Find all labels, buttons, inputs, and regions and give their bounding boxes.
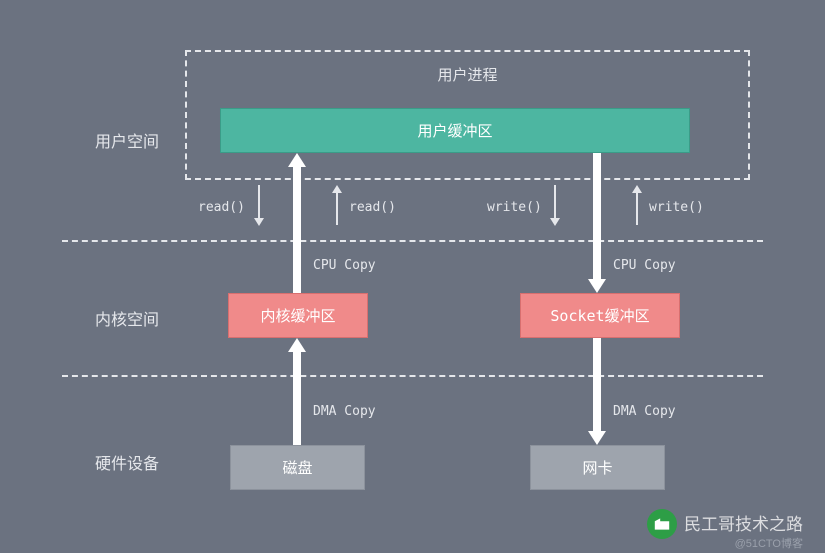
arrow-user-socket-head [588,279,606,293]
user-buffer-label: 用户缓冲区 [417,120,492,141]
region-label-hardware: 硬件设备 [95,450,159,474]
syscall-write-down-label: write() [487,200,542,215]
arrow-disk-kernel-shaft [293,350,301,445]
socket-buffer-box: Socket缓冲区 [520,293,680,338]
syscall-read-up-label: read() [349,200,396,215]
arrow-user-socket-label: CPU Copy [613,258,676,273]
watermark-subtext: @51CTO博客 [735,535,803,551]
io-copy-diagram: 用户空间 内核空间 硬件设备 用户进程 用户缓冲区 内核缓冲区 Socket缓冲… [0,0,825,553]
syscall-write-down-head [550,218,560,226]
syscall-read-up-shaft [336,192,338,225]
watermark-text: 民工哥技术之路 [684,510,803,535]
syscall-read-down-shaft [258,185,260,218]
arrow-kernel-user-head [288,153,306,167]
socket-buffer-label: Socket缓冲区 [550,305,649,326]
arrow-kernel-user-label: CPU Copy [313,258,376,273]
disk-label: 磁盘 [282,457,312,478]
disk-box: 磁盘 [230,445,365,490]
arrow-socket-net-head [588,431,606,445]
syscall-read-down-label: read() [198,200,245,215]
arrow-socket-net-shaft [593,338,601,433]
arrow-user-socket-shaft [593,153,601,281]
syscall-write-up-label: write() [649,200,704,215]
divider-user-kernel [62,240,763,242]
syscall-read-down-head [254,218,264,226]
divider-kernel-hw [62,375,763,377]
wechat-logo-icon [647,509,677,539]
syscall-write-up-shaft [636,192,638,225]
syscall-write-down-shaft [554,185,556,218]
kernel-buffer-label: 内核缓冲区 [260,305,335,326]
syscall-write-up-head [632,185,642,193]
region-label-kernel: 内核空间 [95,306,159,330]
arrow-kernel-user-shaft [293,165,301,293]
arrow-disk-kernel-head [288,338,306,352]
kernel-buffer-box: 内核缓冲区 [228,293,368,338]
netcard-box: 网卡 [530,445,665,490]
arrow-disk-kernel-label: DMA Copy [313,404,376,419]
user-buffer-box: 用户缓冲区 [220,108,690,153]
syscall-read-up-head [332,185,342,193]
arrow-socket-net-label: DMA Copy [613,404,676,419]
user-process-title: 用户进程 [187,64,748,85]
netcard-label: 网卡 [582,457,612,478]
region-label-user: 用户空间 [95,128,159,152]
